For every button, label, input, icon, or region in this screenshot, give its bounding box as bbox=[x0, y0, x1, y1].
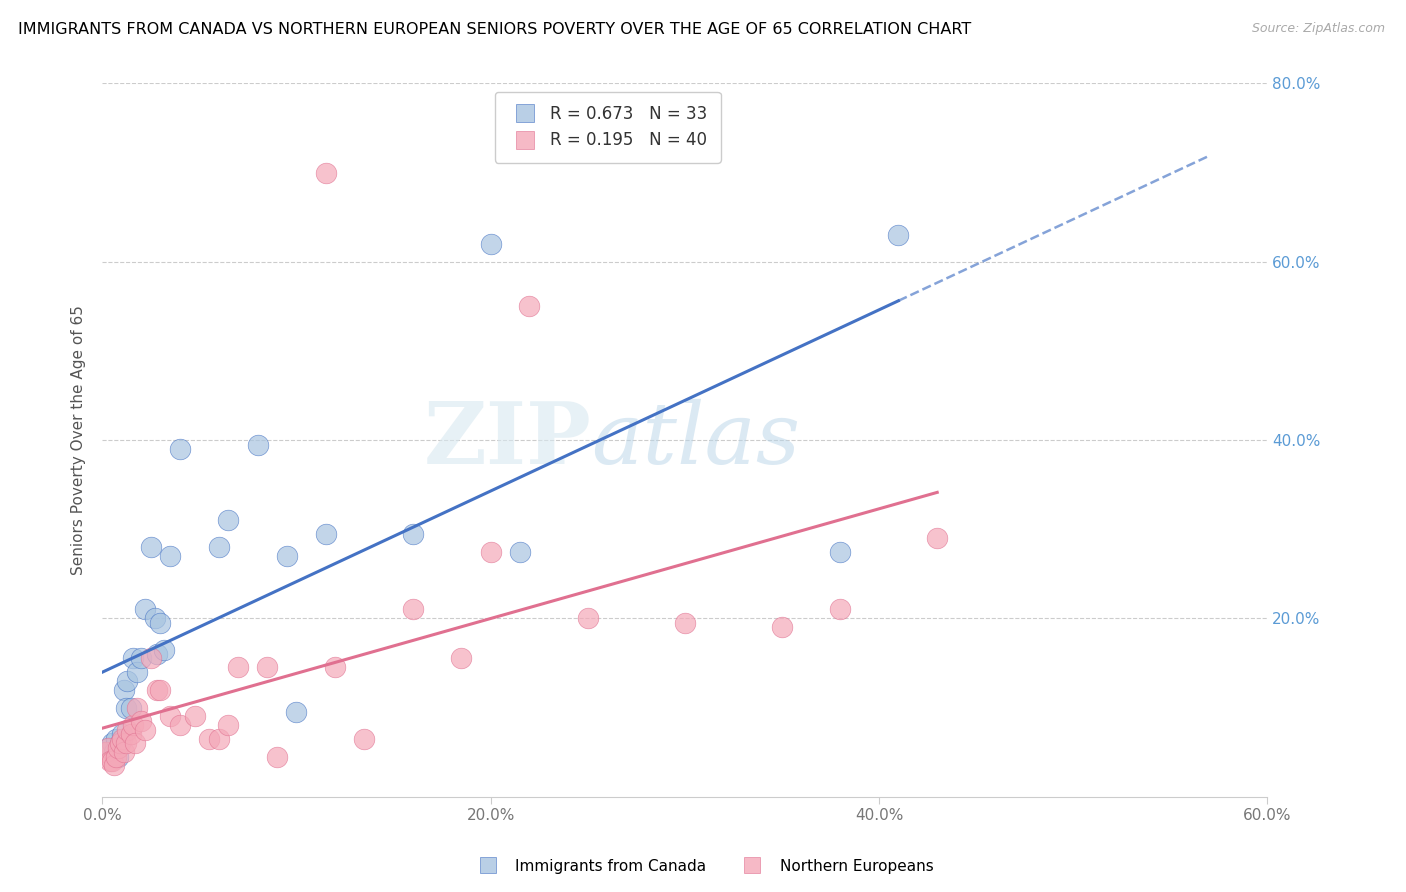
Point bbox=[139, 540, 162, 554]
Point bbox=[830, 602, 852, 616]
Point bbox=[129, 714, 152, 728]
Point bbox=[112, 682, 135, 697]
Text: Source: ZipAtlas.com: Source: ZipAtlas.com bbox=[1251, 22, 1385, 36]
Point bbox=[479, 236, 502, 251]
Text: ZIP: ZIP bbox=[423, 398, 592, 482]
Point bbox=[117, 723, 139, 737]
Point bbox=[256, 660, 278, 674]
Point bbox=[217, 718, 239, 732]
Point bbox=[114, 700, 136, 714]
Point bbox=[323, 660, 346, 674]
Point bbox=[153, 642, 176, 657]
Point bbox=[887, 227, 910, 242]
Point bbox=[111, 731, 134, 746]
Point bbox=[479, 544, 502, 558]
Point bbox=[107, 740, 129, 755]
Point bbox=[159, 549, 181, 563]
Point bbox=[276, 549, 298, 563]
Point bbox=[226, 660, 249, 674]
Point bbox=[285, 705, 308, 719]
Y-axis label: Seniors Poverty Over the Age of 65: Seniors Poverty Over the Age of 65 bbox=[72, 305, 86, 575]
Text: IMMIGRANTS FROM CANADA VS NORTHERN EUROPEAN SENIORS POVERTY OVER THE AGE OF 65 C: IMMIGRANTS FROM CANADA VS NORTHERN EUROP… bbox=[18, 22, 972, 37]
Point bbox=[315, 165, 337, 179]
Point bbox=[246, 437, 269, 451]
Point bbox=[103, 745, 125, 759]
Point bbox=[97, 740, 120, 755]
Point bbox=[509, 544, 531, 558]
Point bbox=[104, 749, 127, 764]
Point bbox=[315, 526, 337, 541]
Point bbox=[122, 718, 145, 732]
Point bbox=[129, 651, 152, 665]
Point bbox=[120, 727, 142, 741]
Point bbox=[208, 731, 231, 746]
Point bbox=[927, 531, 949, 545]
Point bbox=[108, 736, 131, 750]
Point bbox=[104, 731, 127, 746]
Point bbox=[101, 736, 124, 750]
Point bbox=[111, 727, 134, 741]
Point bbox=[353, 731, 375, 746]
Point bbox=[139, 651, 162, 665]
Point bbox=[124, 736, 146, 750]
Point bbox=[208, 540, 231, 554]
Point bbox=[101, 754, 124, 768]
Point bbox=[169, 442, 191, 456]
Point bbox=[97, 740, 120, 755]
Point bbox=[149, 682, 172, 697]
Point bbox=[149, 615, 172, 630]
Point bbox=[673, 615, 696, 630]
Point bbox=[184, 709, 207, 723]
Point bbox=[114, 736, 136, 750]
Point bbox=[770, 620, 793, 634]
Point bbox=[127, 700, 149, 714]
Point bbox=[94, 745, 117, 759]
Point bbox=[143, 611, 166, 625]
Legend: Immigrants from Canada, Northern Europeans: Immigrants from Canada, Northern Europea… bbox=[467, 853, 939, 880]
Point bbox=[169, 718, 191, 732]
Point bbox=[107, 749, 129, 764]
Legend: R = 0.673   N = 33, R = 0.195   N = 40: R = 0.673 N = 33, R = 0.195 N = 40 bbox=[495, 92, 721, 162]
Point bbox=[112, 745, 135, 759]
Point bbox=[103, 758, 125, 772]
Point bbox=[217, 513, 239, 527]
Point bbox=[198, 731, 221, 746]
Point bbox=[127, 665, 149, 679]
Point bbox=[450, 651, 472, 665]
Point bbox=[145, 647, 167, 661]
Point bbox=[402, 602, 425, 616]
Point bbox=[159, 709, 181, 723]
Point bbox=[134, 602, 156, 616]
Point bbox=[402, 526, 425, 541]
Point bbox=[134, 723, 156, 737]
Point bbox=[120, 700, 142, 714]
Point bbox=[266, 749, 288, 764]
Text: atlas: atlas bbox=[592, 399, 800, 482]
Point bbox=[576, 611, 599, 625]
Point bbox=[117, 673, 139, 688]
Point bbox=[98, 754, 121, 768]
Point bbox=[830, 544, 852, 558]
Point bbox=[122, 651, 145, 665]
Point bbox=[145, 682, 167, 697]
Point bbox=[519, 299, 541, 313]
Point bbox=[108, 736, 131, 750]
